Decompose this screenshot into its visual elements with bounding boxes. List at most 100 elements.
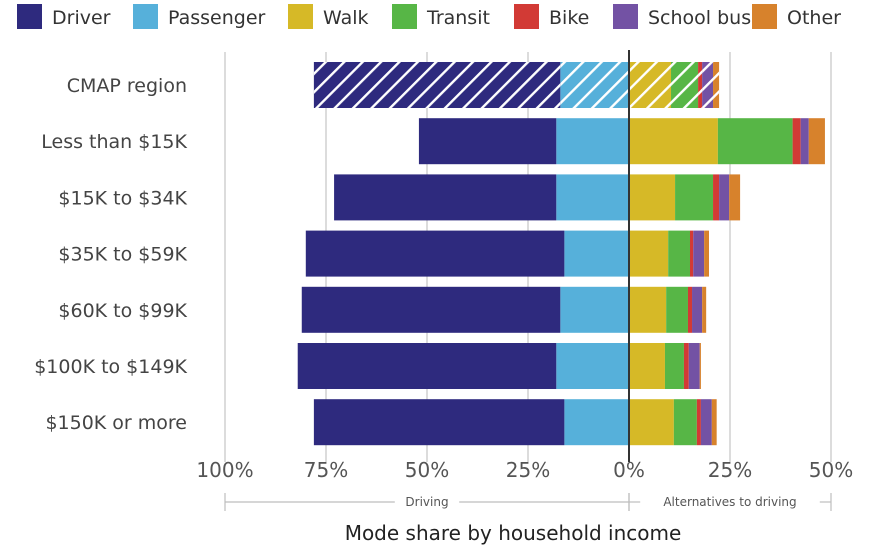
bar-150k-or-more-school-bus bbox=[700, 399, 712, 446]
bar-15k-to-34k-transit bbox=[675, 174, 714, 221]
legend-label-other: Other bbox=[787, 7, 841, 29]
legend-label-transit: Transit bbox=[426, 7, 490, 29]
legend-swatch-driver bbox=[17, 4, 42, 29]
bar-row-15k-to-34k bbox=[334, 174, 741, 221]
tick-label-2: 50% bbox=[405, 458, 449, 482]
bar-35k-to-59k-passenger bbox=[564, 230, 629, 277]
chart-title: Mode share by household income bbox=[345, 521, 682, 545]
legend-swatch-passenger bbox=[133, 4, 158, 29]
category-label-100k-to-149k: $100K to $149K bbox=[34, 356, 187, 378]
bar-60k-to-99k-driver bbox=[301, 286, 561, 333]
hatch-cmap-region-passenger bbox=[560, 62, 629, 108]
bar-15k-to-34k-driver bbox=[334, 174, 557, 221]
legend-swatch-school-bus bbox=[613, 4, 638, 29]
bar-15k-to-34k-passenger bbox=[556, 174, 629, 221]
bar-150k-or-more-other bbox=[711, 399, 717, 446]
axis-brackets: Driving Alternatives to driving bbox=[224, 493, 832, 511]
bar-150k-or-more-passenger bbox=[564, 399, 629, 446]
bars bbox=[297, 62, 825, 446]
legend-swatch-transit bbox=[392, 4, 417, 29]
legend-label-passenger: Passenger bbox=[168, 7, 266, 29]
legend-item-passenger: Passenger bbox=[133, 4, 266, 29]
legend-label-school-bus: School bus bbox=[648, 7, 751, 29]
bar-row-60k-to-99k bbox=[301, 286, 707, 333]
hatch-cmap-region-other bbox=[713, 62, 720, 108]
bar-60k-to-99k-transit bbox=[666, 286, 688, 333]
tick-label-5: 25% bbox=[708, 458, 752, 482]
bar-15k-to-34k-school-bus bbox=[719, 174, 730, 221]
bar-row-100k-to-149k bbox=[297, 343, 701, 389]
bar-60k-to-99k-bike bbox=[687, 286, 693, 333]
category-label-less-than-15k: Less than $15K bbox=[41, 131, 187, 153]
bar-less-than-15k-walk bbox=[629, 118, 718, 165]
bar-15k-to-34k-other bbox=[729, 174, 741, 221]
bar-less-than-15k-transit bbox=[717, 118, 793, 165]
bar-100k-to-149k-bike bbox=[683, 343, 689, 389]
bar-less-than-15k-bike bbox=[792, 118, 801, 165]
bar-row-cmap-region bbox=[313, 62, 720, 108]
bar-60k-to-99k-school-bus bbox=[692, 286, 703, 333]
bar-35k-to-59k-other bbox=[704, 230, 709, 277]
legend-label-driver: Driver bbox=[52, 7, 111, 29]
legend-label-walk: Walk bbox=[323, 7, 369, 29]
legend-item-walk: Walk bbox=[288, 4, 369, 29]
bar-60k-to-99k-walk bbox=[629, 286, 667, 333]
legend-item-other: Other bbox=[752, 4, 841, 29]
category-label-cmap-region: CMAP region bbox=[67, 75, 187, 97]
bar-row-35k-to-59k bbox=[305, 230, 709, 277]
hatch-cmap-region-bike bbox=[698, 62, 703, 108]
hatch-cmap-region-walk bbox=[629, 62, 672, 108]
bar-100k-to-149k-passenger bbox=[556, 343, 629, 389]
tick-label-3: 25% bbox=[506, 458, 550, 482]
tick-label-4: 0% bbox=[613, 458, 645, 482]
bar-100k-to-149k-transit bbox=[664, 343, 684, 389]
bar-less-than-15k-school-bus bbox=[800, 118, 809, 165]
tick-label-1: 75% bbox=[304, 458, 348, 482]
hatch-cmap-region-school-bus bbox=[702, 62, 714, 108]
legend: Driver Passenger Walk Transit Bike School bus… bbox=[17, 4, 841, 29]
legend-item-bike: Bike bbox=[514, 4, 589, 29]
legend-item-transit: Transit bbox=[392, 4, 490, 29]
bracket-label-driving: Driving bbox=[405, 495, 448, 509]
bar-row-150k-or-more bbox=[313, 399, 717, 446]
category-label-35k-to-59k: $35K to $59K bbox=[58, 244, 187, 266]
bar-150k-or-more-walk bbox=[629, 399, 674, 446]
bracket-label-alternatives-to-driving: Alternatives to driving bbox=[663, 495, 796, 509]
bar-100k-to-149k-walk bbox=[629, 343, 665, 389]
bar-less-than-15k-passenger bbox=[556, 118, 629, 165]
bar-less-than-15k-driver bbox=[418, 118, 557, 165]
bar-100k-to-149k-other bbox=[699, 343, 701, 389]
bar-35k-to-59k-school-bus bbox=[693, 230, 705, 277]
bar-150k-or-more-driver bbox=[313, 399, 565, 446]
bar-150k-or-more-bike bbox=[696, 399, 701, 446]
category-label-15k-to-34k: $15K to $34K bbox=[58, 187, 187, 209]
legend-swatch-bike bbox=[514, 4, 539, 29]
tick-label-6: 50% bbox=[809, 458, 853, 482]
category-labels: CMAP region Less than $15K $15K to $34K $35… bbox=[34, 75, 187, 434]
tick-label-0: 100% bbox=[196, 458, 253, 482]
legend-label-bike: Bike bbox=[549, 7, 589, 29]
legend-swatch-other bbox=[752, 4, 777, 29]
legend-item-school-bus: School bus bbox=[613, 4, 751, 29]
legend-swatch-walk bbox=[288, 4, 313, 29]
x-axis: 100% 75% 50% 25% 0% 25% 50% bbox=[196, 50, 853, 482]
bar-less-than-15k-other bbox=[808, 118, 825, 165]
bar-60k-to-99k-other bbox=[702, 286, 707, 333]
bar-60k-to-99k-passenger bbox=[560, 286, 629, 333]
bracket-alternatives-to-driving: Alternatives to driving bbox=[628, 493, 832, 511]
category-label-60k-to-99k: $60K to $99K bbox=[58, 300, 187, 322]
bar-35k-to-59k-bike bbox=[690, 230, 694, 277]
bar-15k-to-34k-walk bbox=[629, 174, 676, 221]
bar-150k-or-more-transit bbox=[673, 399, 697, 446]
hatch-cmap-region-driver bbox=[313, 62, 561, 108]
bar-15k-to-34k-bike bbox=[713, 174, 720, 221]
bar-100k-to-149k-school-bus bbox=[688, 343, 700, 389]
bar-35k-to-59k-walk bbox=[629, 230, 669, 277]
bar-35k-to-59k-driver bbox=[305, 230, 565, 277]
bar-row-less-than-15k bbox=[418, 118, 825, 165]
hatch-cmap-region-transit bbox=[671, 62, 699, 108]
bar-35k-to-59k-transit bbox=[668, 230, 691, 277]
bar-100k-to-149k-driver bbox=[297, 343, 557, 389]
category-label-150k-or-more: $150K or more bbox=[45, 412, 187, 434]
